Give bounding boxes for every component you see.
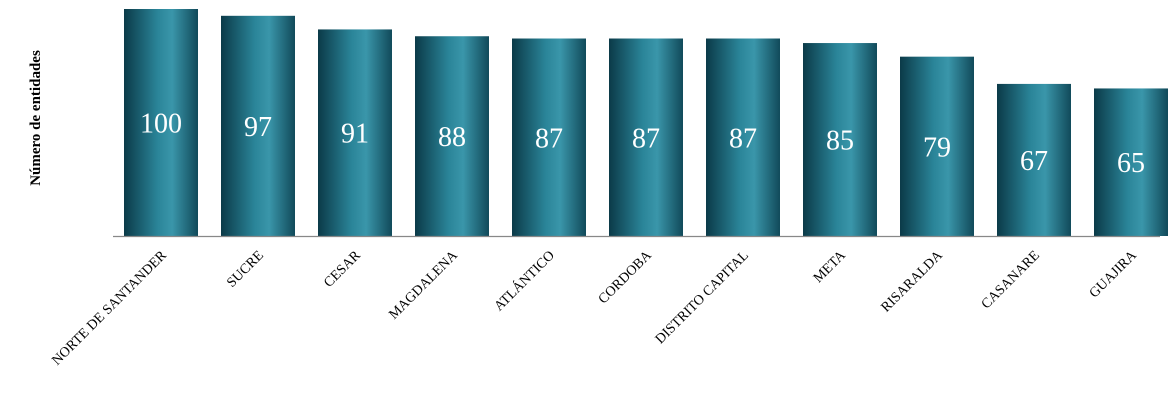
- x-tick-label-cordoba: CORDOBA: [596, 248, 656, 308]
- value-label-norte-de-santander: 100: [140, 109, 182, 140]
- x-tick-label-risaralda: RISARALDA: [879, 248, 947, 316]
- x-tick-label-meta: META: [811, 248, 849, 286]
- bar-guajira: [1094, 88, 1168, 236]
- value-label-risaralda: 79: [923, 132, 951, 163]
- bar-meta: [803, 43, 877, 236]
- value-label-cordoba: 87: [632, 123, 660, 154]
- bar-magdalena: [415, 36, 489, 236]
- value-label-casanare: 67: [1020, 146, 1048, 177]
- x-tick-label-distrito-capital: DISTRITO CAPITAL: [653, 248, 752, 347]
- bar-casanare: [997, 83, 1071, 236]
- bar-cesar: [318, 29, 392, 237]
- bar-norte-de-santander: [124, 9, 198, 236]
- bar-distrito-capital: [706, 38, 780, 237]
- x-tick-label-sucre: SUCRE: [224, 248, 267, 291]
- x-tick-labels-group: NORTE DE SANTANDER SUCRE CESAR MAGDALENA ATL…: [50, 247, 1141, 369]
- x-tick-label-casanare: CASANARE: [979, 248, 1043, 312]
- value-label-meta: 85: [826, 126, 854, 157]
- value-label-guajira: 65: [1117, 148, 1145, 179]
- x-tick-label-guajira: GUAJIRA: [1087, 248, 1141, 302]
- value-label-magdalena: 88: [438, 122, 466, 153]
- bar-risaralda: [900, 56, 974, 236]
- value-labels-group: 100 97 91 88 87 87 87 85 79 67 65: [140, 109, 1145, 180]
- value-label-distrito-capital: 87: [729, 123, 757, 154]
- bars-group: [124, 9, 1168, 237]
- value-label-cesar: 91: [341, 119, 369, 150]
- x-tick-label-cesar: CESAR: [321, 248, 364, 291]
- bar-sucre: [221, 15, 295, 237]
- y-axis-title: Número de entidades: [28, 50, 44, 186]
- x-tick-label-norte-de-santander: NORTE DE SANTANDER: [50, 248, 171, 369]
- x-tick-label-atlantico: ATLÁNTICO: [490, 247, 558, 315]
- value-label-sucre: 97: [244, 112, 272, 143]
- value-label-atlantico: 87: [535, 123, 563, 154]
- x-tick-label-magdalena: MAGDALENA: [386, 248, 461, 323]
- bar-atlantico: [512, 38, 586, 237]
- bar-cordoba: [609, 38, 683, 237]
